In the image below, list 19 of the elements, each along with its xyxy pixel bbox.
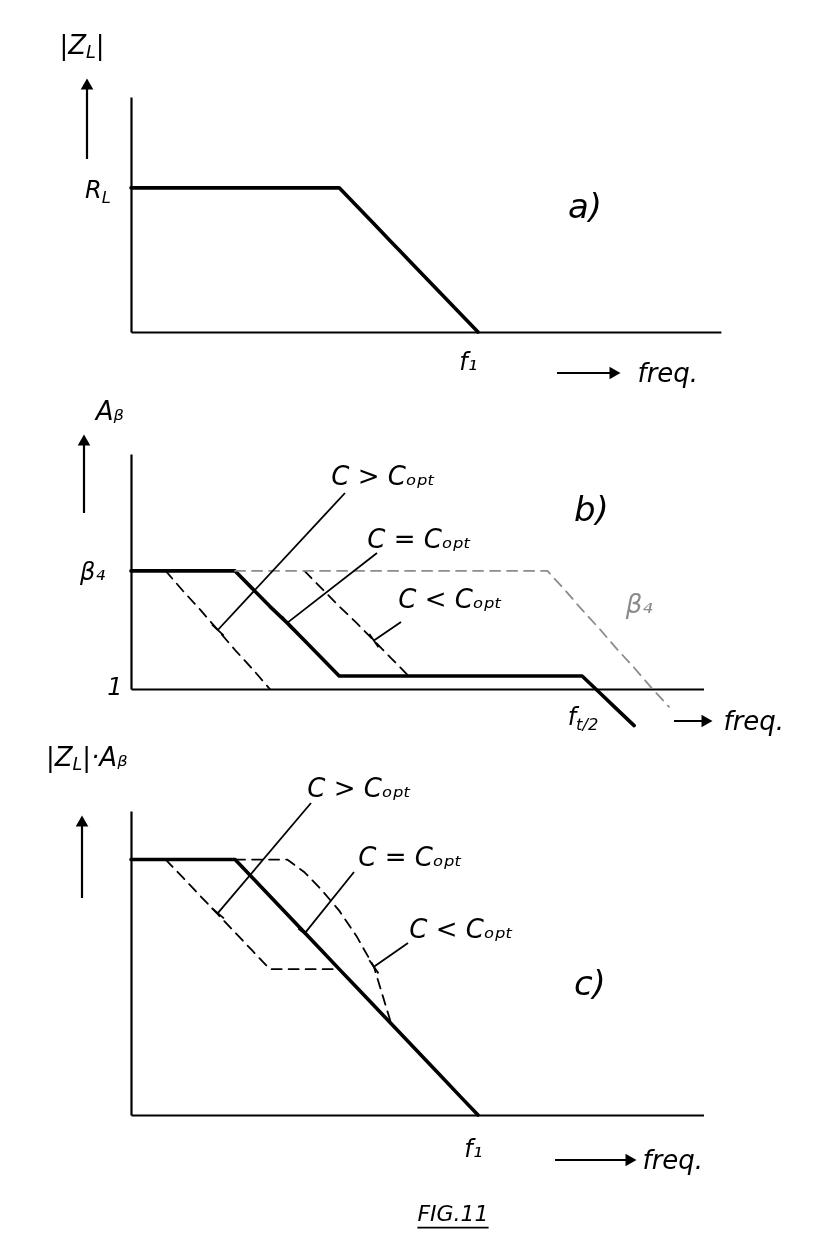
text: f₁ bbox=[464, 1135, 483, 1163]
caption: FIG.11 bbox=[417, 1201, 489, 1226]
text: C = Cₒₚₜ bbox=[367, 524, 472, 554]
annotation: C = Cₒₚₜ bbox=[358, 842, 463, 872]
annotation: a) bbox=[567, 186, 603, 226]
x-axis-title: freq. bbox=[637, 357, 699, 388]
annotation: c) bbox=[573, 963, 606, 1003]
y-axis-title: Aᵦ bbox=[93, 396, 124, 426]
x-axis-title: freq. bbox=[723, 705, 785, 736]
text: β₄ bbox=[79, 558, 106, 586]
annotation: C < Cₒₚₜ bbox=[398, 584, 503, 614]
text: b) bbox=[573, 489, 609, 529]
annotation: C < Cₒₚₜ bbox=[409, 914, 514, 944]
text: 1 bbox=[107, 673, 123, 701]
text: C > Cₒₚₜ bbox=[307, 773, 412, 803]
x-axis-title: freq. bbox=[642, 1144, 704, 1175]
text: f₁ bbox=[459, 348, 478, 376]
text: C > Cₒₚₜ bbox=[331, 461, 436, 491]
series-label: β₄ bbox=[624, 588, 654, 619]
